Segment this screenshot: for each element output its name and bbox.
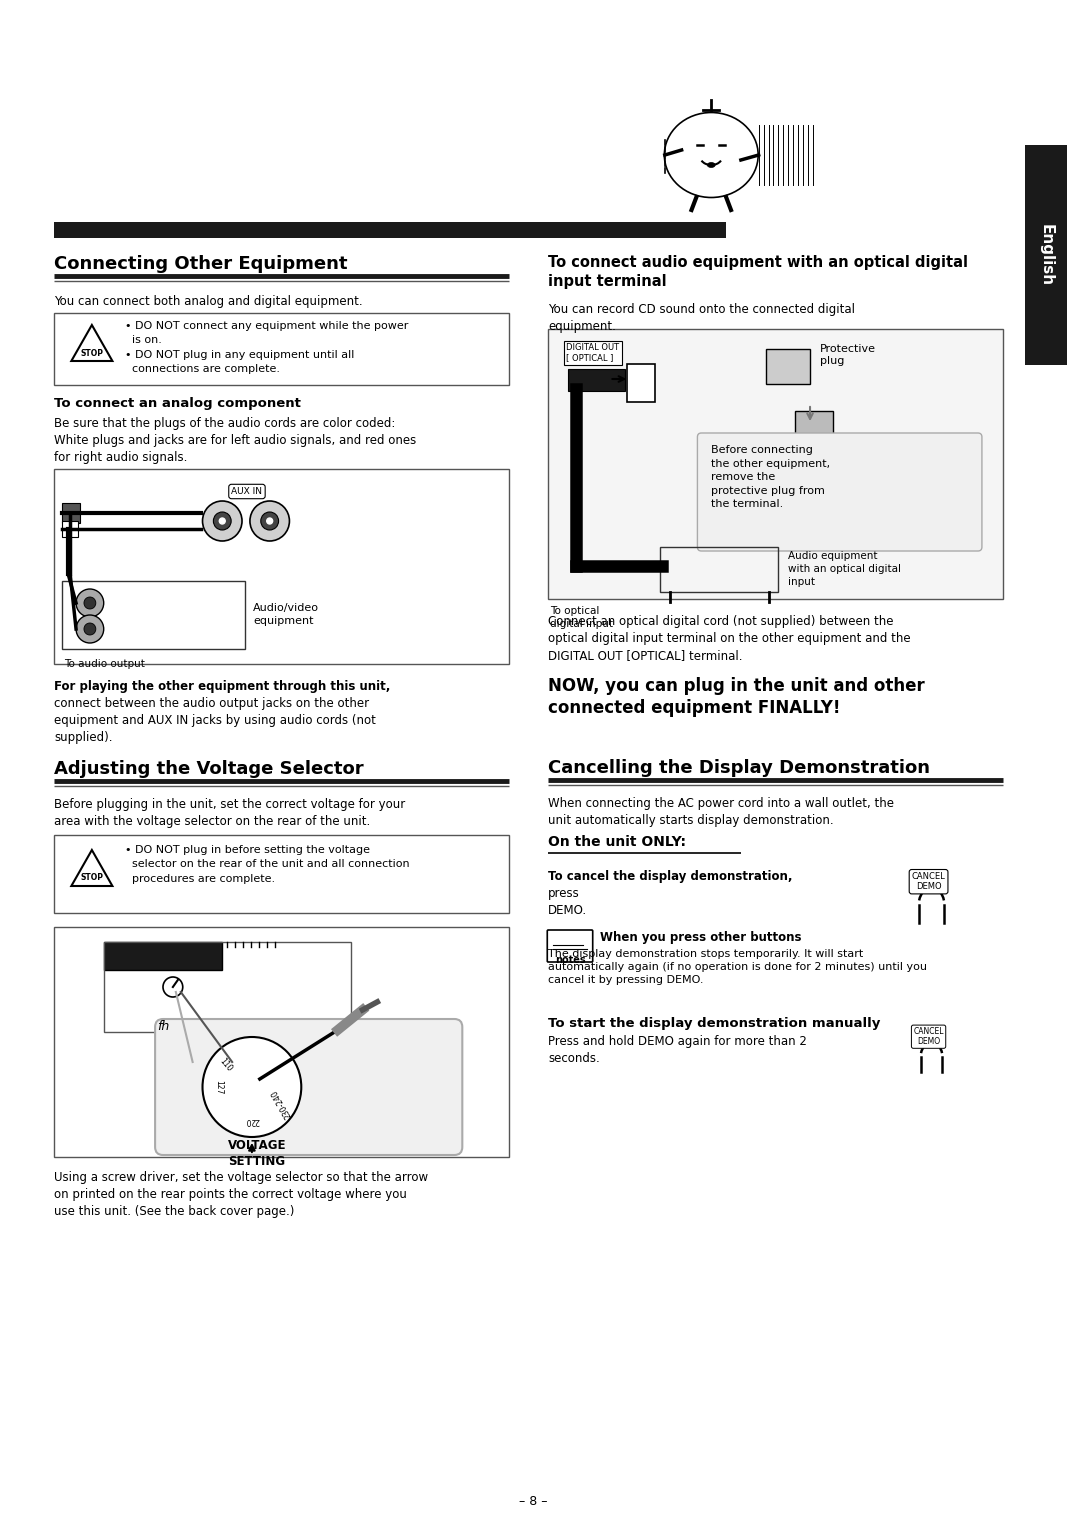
Text: To cancel the display demonstration,: To cancel the display demonstration, bbox=[549, 870, 793, 884]
Text: Audio/video
equipment: Audio/video equipment bbox=[253, 602, 319, 625]
Text: The display demonstration stops temporarily. It will start
automatically again (: The display demonstration stops temporar… bbox=[549, 950, 928, 985]
Text: Press and hold DEMO again for more than 2
seconds.: Press and hold DEMO again for more than … bbox=[549, 1035, 807, 1066]
Text: 110: 110 bbox=[218, 1057, 234, 1073]
Bar bbox=[549, 329, 1002, 599]
Text: • DO NOT connect any equipment while the power
  is on.
• DO NOT plug in any equ: • DO NOT connect any equipment while the… bbox=[125, 321, 409, 375]
Text: 220: 220 bbox=[245, 1116, 259, 1125]
FancyBboxPatch shape bbox=[548, 930, 593, 962]
Text: To start the display demonstration manually: To start the display demonstration manua… bbox=[549, 1017, 880, 1031]
Text: Protective
plug: Protective plug bbox=[820, 344, 876, 367]
Bar bbox=[63, 521, 78, 537]
Circle shape bbox=[267, 518, 272, 524]
Bar bbox=[54, 835, 509, 913]
Text: DIGITAL OUT
[ OPTICAL ]: DIGITAL OUT [ OPTICAL ] bbox=[566, 342, 619, 362]
Text: Audio equipment
with an optical digital
input: Audio equipment with an optical digital … bbox=[788, 550, 902, 587]
Text: To connect an analog component: To connect an analog component bbox=[54, 398, 301, 410]
Text: To connect audio equipment with an optical digital
input terminal: To connect audio equipment with an optic… bbox=[549, 255, 969, 289]
Ellipse shape bbox=[664, 113, 758, 197]
Text: You can connect both analog and digital equipment.: You can connect both analog and digital … bbox=[54, 295, 363, 307]
Text: To optical
digital input: To optical digital input bbox=[550, 605, 613, 628]
Bar bbox=[104, 942, 351, 1032]
Text: Before plugging in the unit, set the correct voltage for your
area with the volt: Before plugging in the unit, set the cor… bbox=[54, 798, 406, 829]
Bar bbox=[54, 222, 726, 239]
Bar bbox=[54, 469, 509, 664]
Circle shape bbox=[214, 512, 231, 531]
FancyBboxPatch shape bbox=[698, 433, 982, 550]
Text: Connect an optical digital cord (not supplied) between the
optical digital input: Connect an optical digital cord (not sup… bbox=[549, 615, 910, 662]
Bar bbox=[104, 942, 222, 969]
Text: English: English bbox=[1039, 223, 1054, 286]
Text: – 8 –: – 8 – bbox=[519, 1495, 548, 1508]
Bar bbox=[54, 927, 509, 1157]
Text: On the unit ONLY:: On the unit ONLY: bbox=[549, 835, 686, 849]
Text: VOLTAGE
SETTING: VOLTAGE SETTING bbox=[228, 1139, 286, 1168]
Text: 230-240: 230-240 bbox=[269, 1089, 293, 1121]
Text: When you press other buttons: When you press other buttons bbox=[599, 931, 801, 943]
Text: You can record CD sound onto the connected digital
equipment.: You can record CD sound onto the connect… bbox=[549, 303, 855, 333]
Circle shape bbox=[219, 518, 226, 524]
Circle shape bbox=[163, 977, 183, 997]
Circle shape bbox=[84, 596, 96, 609]
Circle shape bbox=[84, 622, 96, 635]
Text: 127: 127 bbox=[214, 1079, 222, 1095]
Text: When connecting the AC power cord into a wall outlet, the
unit automatically sta: When connecting the AC power cord into a… bbox=[549, 797, 894, 827]
Text: fh: fh bbox=[157, 1020, 170, 1034]
Text: NOW, you can plug in the unit and other
connected equipment FINALLY!: NOW, you can plug in the unit and other … bbox=[549, 677, 924, 717]
Text: STOP: STOP bbox=[80, 349, 104, 358]
Circle shape bbox=[76, 615, 104, 644]
Circle shape bbox=[203, 502, 242, 541]
Text: To audio output: To audio output bbox=[64, 659, 145, 670]
Bar bbox=[63, 581, 245, 648]
Text: Adjusting the Voltage Selector: Adjusting the Voltage Selector bbox=[54, 760, 364, 778]
Bar bbox=[766, 349, 810, 384]
Bar bbox=[63, 503, 80, 523]
Text: • DO NOT plug in before setting the voltage
  selector on the rear of the unit a: • DO NOT plug in before setting the volt… bbox=[125, 846, 410, 884]
Text: CANCEL
DEMO: CANCEL DEMO bbox=[912, 872, 945, 891]
Ellipse shape bbox=[707, 162, 715, 168]
FancyBboxPatch shape bbox=[156, 1018, 462, 1154]
Circle shape bbox=[203, 1037, 301, 1138]
Text: AUX IN: AUX IN bbox=[231, 488, 262, 495]
Text: For playing the other equipment through this unit,: For playing the other equipment through … bbox=[54, 680, 391, 693]
Circle shape bbox=[76, 589, 104, 618]
Text: press
DEMO.: press DEMO. bbox=[549, 887, 588, 917]
Text: Connecting Other Equipment: Connecting Other Equipment bbox=[54, 255, 348, 274]
Bar bbox=[660, 547, 779, 592]
Text: CANCEL
DEMO: CANCEL DEMO bbox=[914, 1027, 944, 1046]
Text: Using a screw driver, set the voltage selector so that the arrow
on printed on t: Using a screw driver, set the voltage se… bbox=[54, 1171, 429, 1219]
Bar bbox=[795, 411, 833, 439]
Circle shape bbox=[260, 512, 279, 531]
Bar bbox=[627, 364, 654, 402]
Text: Cancelling the Display Demonstration: Cancelling the Display Demonstration bbox=[549, 758, 930, 777]
Text: STOP: STOP bbox=[80, 873, 104, 882]
Text: Before connecting
the other equipment,
remove the
protective plug from
the termi: Before connecting the other equipment, r… bbox=[712, 445, 831, 509]
Text: connect between the audio output jacks on the other
equipment and AUX IN jacks b: connect between the audio output jacks o… bbox=[54, 697, 376, 745]
Bar bbox=[568, 368, 625, 391]
Bar bbox=[54, 313, 509, 385]
Text: Be sure that the plugs of the audio cords are color coded:
White plugs and jacks: Be sure that the plugs of the audio cord… bbox=[54, 417, 417, 463]
Bar bbox=[1025, 145, 1067, 365]
Text: notes: notes bbox=[555, 956, 585, 965]
Circle shape bbox=[249, 502, 289, 541]
